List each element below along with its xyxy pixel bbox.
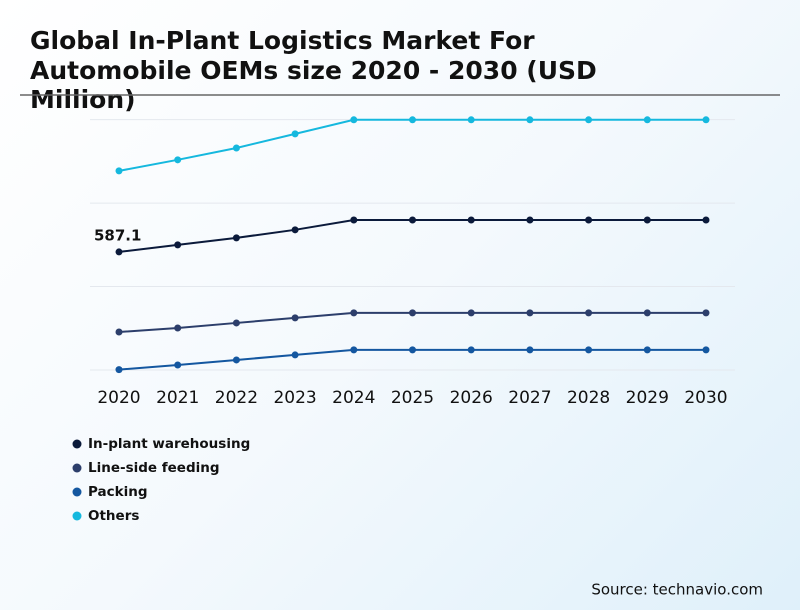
point [350, 116, 358, 124]
x-tick-label: 2025 [391, 388, 434, 408]
data-label: 587.1 [94, 226, 141, 244]
series-line [118, 118, 706, 172]
x-tick-label: 2024 [332, 388, 375, 408]
x-tick-label: 2027 [508, 388, 551, 408]
x-tick-label: 2028 [567, 388, 610, 408]
legend-label: Others [88, 508, 139, 524]
chart-title: Million) [30, 85, 136, 114]
point [467, 116, 475, 124]
x-tick-label: 2030 [684, 388, 727, 408]
point [232, 319, 240, 327]
point [291, 314, 299, 322]
x-tick-label: 2023 [273, 388, 316, 408]
point [585, 216, 593, 224]
point [702, 309, 710, 317]
point [232, 356, 240, 364]
legend-marker [72, 463, 82, 473]
point [350, 309, 358, 317]
point [643, 309, 651, 317]
point [585, 116, 593, 124]
series-line [118, 218, 706, 253]
point [526, 309, 534, 317]
point [643, 346, 651, 354]
point [702, 216, 710, 224]
point [585, 346, 593, 354]
point [174, 156, 182, 164]
point [291, 130, 299, 138]
point [232, 234, 240, 242]
x-tick-label: 2021 [156, 388, 199, 408]
x-tick-label: 2026 [450, 388, 493, 408]
x-tick-label: 2020 [97, 388, 140, 408]
legend-label: In-plant warehousing [88, 436, 250, 452]
x-tick-label: 2022 [215, 388, 258, 408]
source: Source: technavio.com [591, 581, 763, 599]
point [291, 226, 299, 234]
chart-title: Global In-Plant Logistics Market For [30, 26, 535, 55]
point [115, 366, 123, 374]
point [232, 144, 240, 152]
point [174, 361, 182, 369]
point [115, 167, 123, 175]
point [467, 309, 475, 317]
point [467, 216, 475, 224]
point [409, 346, 416, 354]
point [174, 324, 182, 332]
point [526, 216, 534, 224]
point [409, 116, 416, 124]
point [702, 346, 710, 354]
point [409, 216, 416, 224]
point [350, 216, 358, 224]
point [702, 116, 710, 124]
legend-marker [72, 439, 82, 449]
point [526, 346, 534, 354]
point [526, 116, 534, 124]
point [643, 116, 651, 124]
legend-marker [72, 487, 82, 497]
point [643, 216, 651, 224]
chart-title: Automobile OEMs size 2020 - 2030 (USD [30, 56, 597, 85]
point [291, 351, 299, 359]
point [115, 248, 123, 256]
legend-label: Line-side feeding [88, 460, 220, 476]
point [585, 309, 593, 317]
point [115, 328, 123, 336]
point [409, 309, 416, 317]
point [467, 346, 475, 354]
point [350, 346, 358, 354]
x-tick-label: 2029 [626, 388, 669, 408]
legend-marker [72, 511, 82, 521]
legend-label: Packing [88, 484, 148, 500]
point [174, 241, 182, 249]
